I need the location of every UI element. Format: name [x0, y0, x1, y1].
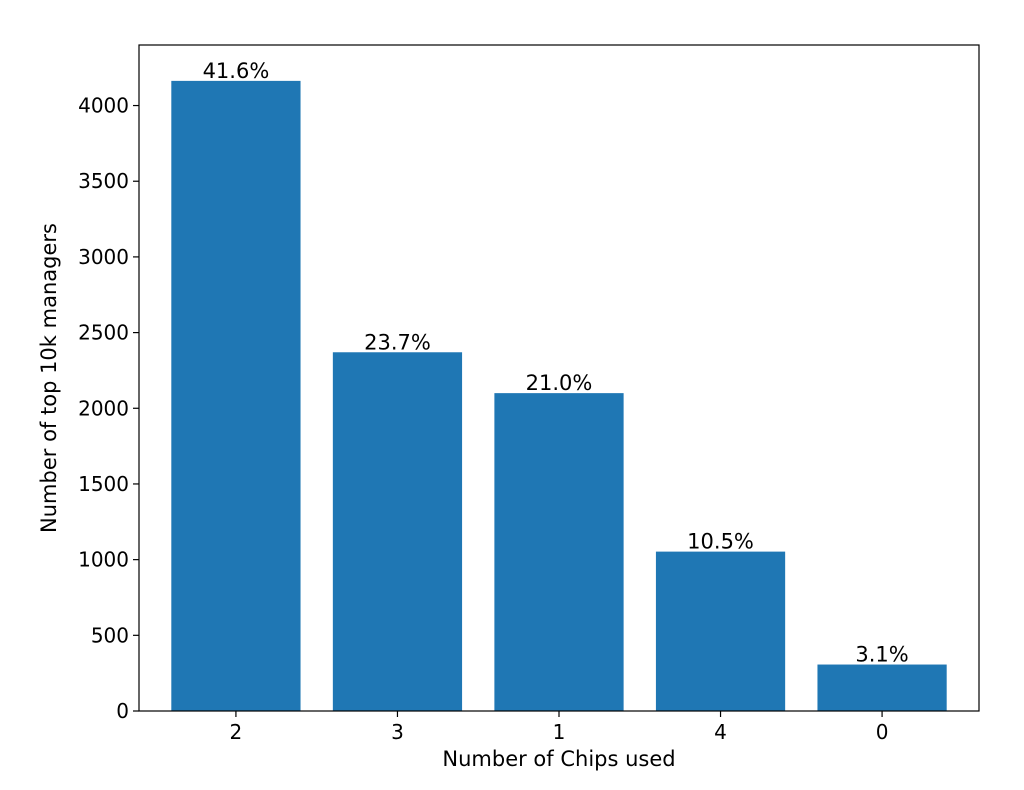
- data-label-0: 3.1%: [855, 643, 908, 667]
- data-label-3: 23.7%: [364, 330, 431, 354]
- y-tick-label: 2000: [78, 396, 129, 420]
- x-axis: 2 3 1 4 0: [230, 711, 889, 744]
- data-label-4: 10.5%: [687, 530, 754, 554]
- data-label-2: 41.6%: [203, 59, 270, 83]
- data-label-1: 21.0%: [526, 371, 593, 395]
- y-tick-label: 1000: [78, 548, 129, 572]
- bar-2: [171, 80, 301, 712]
- x-tick-label: 2: [230, 720, 243, 744]
- x-tick-label: 0: [876, 720, 889, 744]
- x-tick-label: 3: [391, 720, 404, 744]
- y-tick-label: 3000: [78, 245, 129, 269]
- y-axis: 0 500 1000 1500 2000 2500 3000 3500 4000: [78, 94, 139, 723]
- bars-layer: [171, 80, 947, 712]
- y-axis-label: Number of top 10k managers: [37, 223, 61, 533]
- bar-1: [494, 393, 624, 711]
- y-tick-label: 1500: [78, 472, 129, 496]
- bar-4: [655, 551, 786, 711]
- y-tick-label: 0: [116, 699, 129, 723]
- data-labels-layer: 41.6% 23.7% 21.0% 10.5% 3.1%: [203, 59, 909, 667]
- x-tick-label: 1: [553, 720, 566, 744]
- bar-3: [332, 352, 463, 711]
- bar-0: [817, 664, 947, 711]
- y-tick-label: 3500: [78, 169, 129, 193]
- x-axis-label: Number of Chips used: [442, 747, 675, 771]
- y-tick-label: 4000: [78, 94, 129, 118]
- y-tick-label: 2500: [78, 321, 129, 345]
- y-tick-label: 500: [91, 623, 129, 647]
- x-tick-label: 4: [714, 720, 727, 744]
